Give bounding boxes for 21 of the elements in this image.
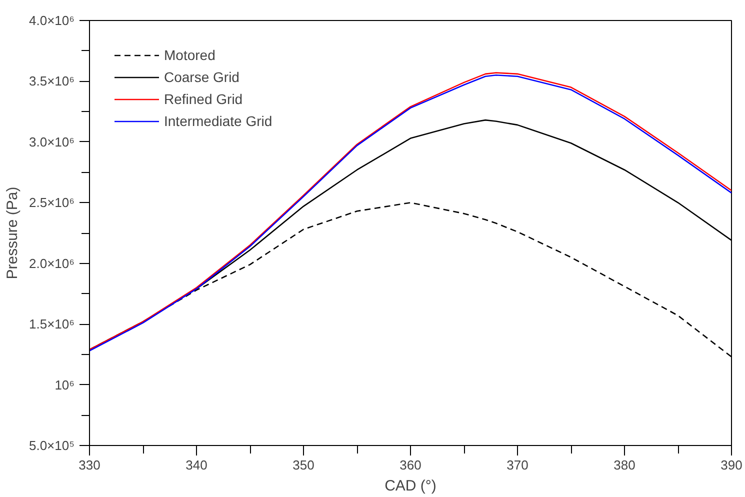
legend-label: Coarse Grid — [164, 69, 240, 85]
y-tick-label: 2.0×10⁶ — [29, 256, 75, 271]
x-tick-label: 360 — [400, 458, 422, 472]
y-tick-label: 3.0×10⁶ — [29, 134, 75, 150]
x-tick-label: 340 — [186, 458, 208, 472]
x-tick-label: 370 — [506, 458, 528, 472]
legend-label: Refined Grid — [164, 91, 243, 107]
legend-label: Motored — [164, 47, 216, 63]
y-tick-label: 5.0×10⁵ — [28, 438, 75, 453]
y-tick-label: 1.5×10⁶ — [29, 316, 75, 332]
y-tick-label: 2.5×10⁶ — [29, 195, 75, 210]
x-axis-title: CAD (°) — [384, 478, 436, 494]
x-tick-label: 330 — [78, 458, 100, 472]
x-tick-label: 380 — [614, 458, 636, 472]
y-tick-label: 4.0×10⁶ — [29, 13, 75, 28]
x-tick-label: 390 — [720, 458, 742, 472]
x-tick-label: 350 — [292, 458, 314, 472]
y-tick-label: 3.5×10⁶ — [29, 74, 75, 89]
legend-label: Intermediate Grid — [164, 113, 272, 129]
y-axis-title: Pressure (Pa) — [4, 186, 21, 280]
y-tick-label: 10⁶ — [54, 377, 74, 392]
